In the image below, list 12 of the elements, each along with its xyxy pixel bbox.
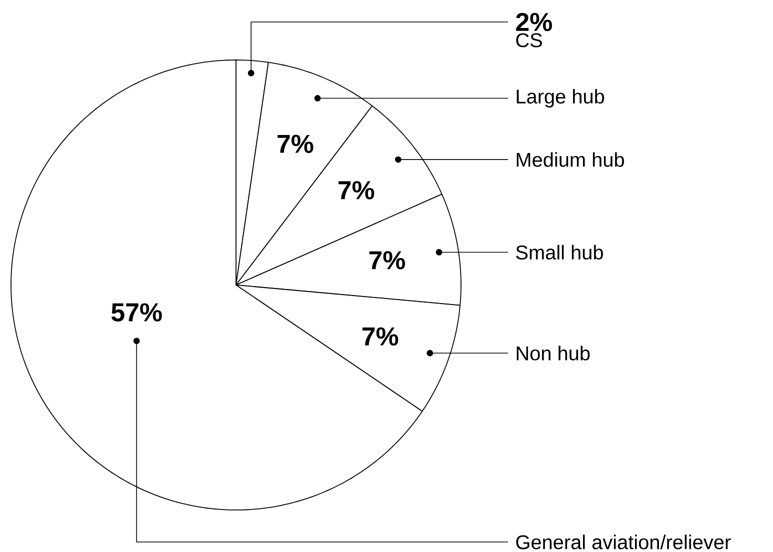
slice-label: Small hub bbox=[516, 244, 603, 260]
slice-label: Medium hub bbox=[516, 152, 624, 167]
slice-label: Large hub bbox=[516, 88, 604, 108]
data-label: 2% bbox=[516, 12, 552, 32]
slice-label: Non hub bbox=[516, 346, 590, 360]
slice-label: General aviation/reliever bbox=[516, 534, 731, 550]
data-label: 7% bbox=[338, 181, 374, 200]
data-label: 7% bbox=[278, 134, 314, 154]
data-label: 7% bbox=[369, 251, 406, 270]
data-label: 7% bbox=[362, 327, 398, 346]
slice-label: CS bbox=[516, 33, 542, 48]
data-label: 57% bbox=[111, 303, 162, 322]
